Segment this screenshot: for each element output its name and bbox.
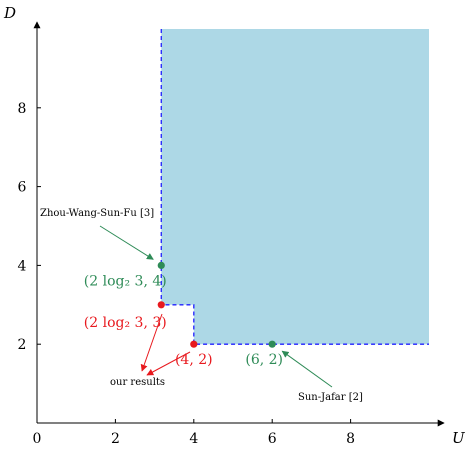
x-tick-label: 8 (346, 431, 355, 447)
annotation-zhou-wang-sun-fu: Zhou-Wang-Sun-Fu [3] (40, 208, 154, 219)
y-axis-label: D (3, 4, 16, 22)
annotation-arrow (140, 313, 163, 372)
feasible-region (161, 29, 429, 345)
annotation-arrows (99, 225, 333, 388)
x-tick-label: 0 (33, 431, 42, 447)
annotation-arrow (146, 351, 191, 376)
annotation-sun-jafar: Sun-Jafar [2] (298, 392, 363, 403)
point-label: (4, 2) (175, 352, 213, 368)
data-point (190, 340, 198, 348)
tick-labels: 0 2 4 6 8 2 4 6 8 (18, 101, 356, 447)
region-boundary (160, 29, 429, 345)
data-point (268, 340, 276, 348)
point-label: (2 log₂ 3, 4) (84, 273, 167, 289)
y-tick-label: 8 (18, 101, 27, 117)
x-tick-label: 4 (189, 431, 198, 447)
data-point (157, 301, 165, 309)
x-axis-label: U (452, 429, 466, 447)
point-label: (6, 2) (245, 352, 283, 368)
x-tick-label: 6 (268, 431, 277, 447)
tick-marks (37, 107, 352, 423)
x-tick-label: 2 (111, 431, 120, 447)
annotation-our-results: our results (110, 377, 165, 388)
y-tick-label: 6 (18, 180, 27, 196)
annotation-arrow (99, 225, 154, 260)
y-tick-label: 2 (18, 337, 27, 353)
data-points (157, 261, 276, 348)
point-label: (2 log₂ 3, 3) (84, 315, 167, 331)
point-labels: (2 log₂ 3, 4) (2 log₂ 3, 3) (4, 2) (6, 2) (84, 273, 283, 368)
data-point (157, 261, 165, 269)
y-tick-label: 4 (18, 258, 27, 274)
annotation-arrow (281, 350, 333, 388)
